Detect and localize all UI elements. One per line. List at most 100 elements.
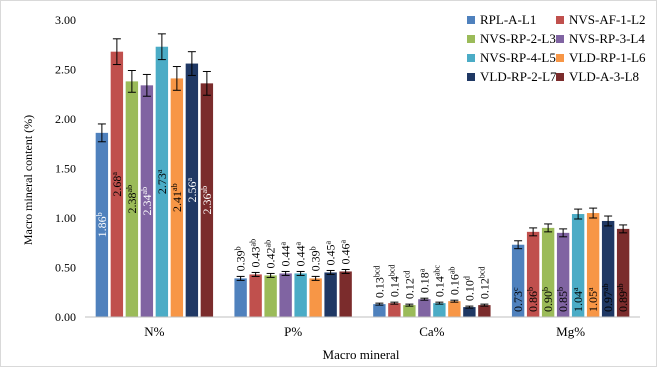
error-bar (281, 270, 290, 276)
bar (155, 46, 169, 317)
bar (95, 132, 109, 317)
y-tick-label: 2.50 (55, 63, 76, 77)
error-bar (450, 299, 459, 303)
legend-swatch (556, 73, 564, 81)
legend-label: VLD-RP-1-L6 (569, 50, 646, 65)
error-bar (574, 208, 583, 220)
bar (170, 78, 184, 317)
bar (478, 305, 491, 317)
data-label: 1.05a (586, 287, 600, 312)
bar (140, 85, 154, 317)
error-bar (544, 223, 553, 233)
bar (249, 274, 262, 317)
legend-swatch (467, 35, 475, 43)
error-bar (157, 33, 166, 61)
error-bar (435, 301, 444, 305)
data-label: 0.16ab (447, 267, 461, 296)
data-label: 0.44a (294, 241, 308, 266)
data-label: 0.44a (279, 241, 293, 266)
data-label: 0.90b (541, 287, 555, 312)
bar (200, 83, 214, 317)
bar (463, 307, 476, 317)
y-tick-label: 1.00 (55, 211, 76, 225)
data-label: 0.39b (309, 246, 323, 271)
legend-item: NVS-RP-2-L3 (467, 31, 556, 46)
error-bar (266, 272, 275, 278)
y-axis-ticks: 0.00 0.50 1.00 1.50 2.00 2.50 3.00 (55, 13, 76, 324)
bar (511, 244, 525, 317)
y-tick-label: 3.00 (55, 13, 76, 27)
legend: RPL-A-L1 NVS-AF-1-L2 NVS-RP-2-L3 NVS-RP-3-L… (467, 12, 646, 84)
error-bar (202, 70, 211, 96)
error-bar (589, 207, 598, 219)
bar (185, 63, 199, 318)
y-tick-label: 1.50 (55, 162, 76, 176)
error-bar (251, 271, 260, 277)
error-bar (127, 69, 136, 93)
legend-item: VLD-RP-1-L6 (556, 50, 646, 65)
bar (294, 273, 307, 317)
bar (373, 304, 386, 317)
data-label: 0.97ab (601, 283, 615, 312)
y-tick-label: 0.00 (55, 310, 76, 324)
data-label: 0.85b (556, 287, 570, 312)
y-tick-label: 2.00 (55, 112, 76, 126)
error-bar (172, 66, 181, 91)
legend-swatch (467, 73, 475, 81)
error-bar (236, 275, 245, 281)
data-label: 0.13bcd (372, 266, 386, 299)
data-label: 2.38ab (125, 185, 139, 214)
legend-item: VLD-RP-2-L7 (467, 69, 557, 84)
data-label: 0.86b (526, 287, 540, 312)
data-label: 0.12bcd (477, 267, 491, 300)
bar (433, 303, 446, 317)
data-label: 0.12cd (402, 271, 416, 300)
x-tick-label: N% (144, 324, 164, 339)
data-label: 2.34ab (140, 187, 154, 216)
error-bar (420, 297, 429, 301)
x-tick-label: P% (284, 324, 302, 339)
error-bar (97, 123, 106, 143)
error-bar (529, 227, 538, 237)
legend-swatch (467, 16, 475, 24)
error-bar (187, 51, 196, 76)
data-label: 1.04a (571, 287, 585, 312)
data-label: 0.10d (462, 276, 476, 301)
legend-swatch (467, 54, 475, 62)
bar (125, 81, 139, 317)
bar (448, 301, 461, 317)
legend-item: NVS-RP-4-L5 (467, 50, 556, 65)
error-bar (326, 269, 335, 275)
error-bar (559, 228, 568, 238)
data-label: 2.56a (185, 178, 199, 203)
legend-swatch (556, 54, 564, 62)
bar (571, 214, 585, 317)
legend-swatch (556, 16, 564, 24)
bar (616, 228, 630, 317)
error-bar (514, 240, 523, 250)
legend-item: RPL-A-L1 (467, 12, 536, 27)
legend-label: NVS-AF-1-L2 (569, 12, 646, 27)
x-axis-title: Macro mineral (323, 347, 400, 362)
legend-label: NVS-RP-2-L3 (480, 31, 556, 46)
data-label: 2.68a (110, 172, 124, 197)
legend-label: NVS-RP-3-L4 (569, 31, 645, 46)
legend-label: RPL-A-L1 (480, 12, 536, 27)
error-bar (142, 73, 151, 97)
data-label: 0.89ab (616, 283, 630, 312)
error-bar (311, 275, 320, 281)
error-bar (390, 301, 399, 305)
x-tick-label: Ca% (419, 324, 444, 339)
data-label: 0.18a (417, 268, 431, 293)
bar (586, 213, 600, 317)
data-label: 0.14abc (432, 265, 446, 298)
legend-label: NVS-RP-4-L5 (480, 50, 556, 65)
data-label: 0.43ab (249, 239, 263, 268)
error-bar (405, 303, 414, 307)
error-bar (619, 224, 628, 234)
bar (541, 227, 555, 317)
legend-label: VLD-RP-2-L7 (480, 69, 557, 84)
data-label: 0.42ab (264, 240, 278, 269)
bar (339, 271, 352, 317)
